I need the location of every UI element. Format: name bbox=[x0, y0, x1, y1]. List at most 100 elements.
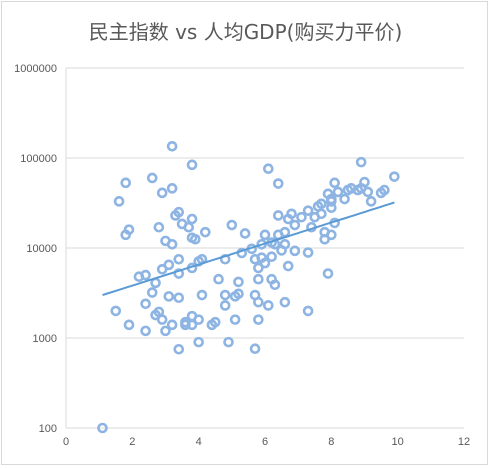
data-point bbox=[316, 198, 327, 210]
data-point bbox=[123, 224, 135, 235]
data-point bbox=[140, 325, 151, 337]
data-point bbox=[286, 208, 297, 220]
data-point bbox=[322, 268, 334, 279]
data-point bbox=[329, 177, 340, 189]
data-point bbox=[326, 229, 337, 241]
data-point bbox=[233, 276, 244, 288]
data-point bbox=[110, 305, 122, 317]
data-point bbox=[253, 273, 264, 285]
data-point bbox=[219, 289, 231, 301]
data-point bbox=[166, 238, 178, 250]
data-point bbox=[289, 219, 301, 231]
data-point bbox=[365, 196, 377, 207]
x-tick-label: 2 bbox=[129, 436, 135, 448]
data-point bbox=[173, 206, 185, 218]
data-point bbox=[233, 288, 244, 300]
data-point bbox=[239, 228, 251, 239]
data-point bbox=[140, 298, 151, 310]
data-point bbox=[173, 343, 185, 355]
data-point bbox=[339, 193, 350, 205]
data-point bbox=[263, 300, 274, 311]
data-point bbox=[146, 172, 158, 184]
x-tick-label: 6 bbox=[262, 436, 268, 448]
data-point bbox=[183, 221, 195, 233]
x-tick-label: 12 bbox=[458, 436, 470, 448]
x-tick-label: 8 bbox=[328, 436, 334, 448]
data-point bbox=[269, 279, 281, 291]
data-point bbox=[219, 300, 231, 311]
data-point bbox=[326, 196, 337, 207]
y-tick-label: 100 bbox=[39, 423, 57, 435]
data-point bbox=[326, 202, 337, 214]
data-point bbox=[355, 156, 367, 168]
data-point bbox=[223, 336, 234, 348]
data-point bbox=[253, 262, 264, 274]
data-point bbox=[266, 251, 277, 263]
data-point bbox=[253, 314, 264, 325]
data-point bbox=[379, 184, 390, 196]
trendline bbox=[102, 201, 395, 297]
data-point bbox=[226, 219, 238, 231]
data-point bbox=[213, 273, 224, 285]
data-point bbox=[259, 257, 271, 269]
data-point bbox=[160, 325, 171, 337]
data-point bbox=[146, 287, 158, 298]
x-tick-label: 0 bbox=[63, 436, 69, 448]
data-point bbox=[173, 268, 185, 279]
x-tick-label: 4 bbox=[196, 436, 202, 448]
y-tick-label: 10000 bbox=[26, 243, 57, 255]
data-point bbox=[166, 319, 178, 331]
y-tick-label: 1000000 bbox=[14, 63, 57, 75]
data-point bbox=[173, 292, 185, 304]
y-axis-tick-labels: 100 1000 10000 100000 1000000 bbox=[14, 63, 57, 435]
data-point bbox=[156, 187, 168, 199]
data-point bbox=[282, 260, 294, 272]
data-point bbox=[359, 176, 370, 188]
data-point bbox=[302, 205, 314, 216]
data-point bbox=[156, 314, 168, 325]
data-point bbox=[166, 140, 178, 152]
data-point bbox=[113, 196, 125, 207]
data-point bbox=[193, 314, 204, 325]
data-point bbox=[296, 211, 307, 223]
data-point bbox=[166, 183, 178, 194]
data-points bbox=[97, 140, 400, 434]
data-point bbox=[229, 314, 241, 325]
data-point bbox=[120, 177, 131, 189]
data-point bbox=[263, 163, 274, 175]
data-point bbox=[249, 343, 261, 355]
data-point bbox=[279, 238, 291, 250]
chart-title: 民主指数 vs 人均GDP(购买力平价) bbox=[88, 20, 403, 44]
data-point bbox=[196, 289, 208, 301]
data-point bbox=[186, 213, 198, 225]
data-point bbox=[193, 336, 204, 348]
y-tick-label: 100000 bbox=[20, 153, 57, 165]
data-point bbox=[123, 319, 135, 331]
data-point bbox=[316, 208, 327, 220]
data-point bbox=[289, 245, 301, 257]
data-point bbox=[272, 178, 284, 189]
trendline-group bbox=[102, 201, 395, 297]
data-point bbox=[302, 247, 314, 258]
data-point bbox=[389, 171, 400, 182]
data-point bbox=[190, 233, 201, 245]
data-point bbox=[209, 316, 221, 328]
data-point bbox=[173, 253, 185, 265]
x-tick-label: 10 bbox=[392, 436, 404, 448]
data-point bbox=[302, 305, 314, 317]
y-tick-label: 1000 bbox=[33, 333, 57, 345]
data-point bbox=[253, 296, 264, 308]
data-point bbox=[153, 221, 165, 233]
data-point bbox=[97, 422, 108, 434]
data-point bbox=[186, 159, 198, 171]
data-point bbox=[332, 186, 344, 198]
data-point bbox=[259, 229, 271, 241]
data-point bbox=[163, 291, 175, 302]
data-point bbox=[163, 259, 175, 271]
data-point bbox=[362, 186, 374, 198]
data-point bbox=[272, 210, 284, 221]
x-axis-tick-labels: 0 2 4 6 8 10 12 bbox=[63, 436, 470, 448]
data-point bbox=[200, 226, 211, 238]
